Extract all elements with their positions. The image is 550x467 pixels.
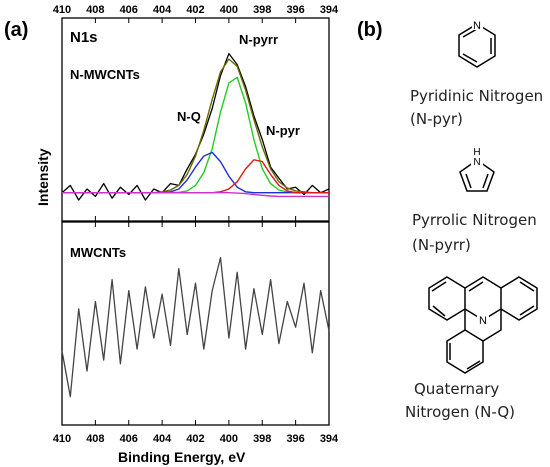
x-ticks-bottom: 410 408 406 404 402 400 398 396 394 xyxy=(53,222,339,445)
annotation-n-pyr: N-pyr xyxy=(266,123,300,138)
series-line-top-4 xyxy=(62,159,329,194)
x-tick-label: 404 xyxy=(153,433,172,445)
x-tick-label: 394 xyxy=(320,4,339,16)
molecule-label-pyrrolic-line2: (N-pyrr) xyxy=(412,236,471,254)
y-axis-label: Intensity xyxy=(35,148,51,206)
x-tick-label: 398 xyxy=(253,433,271,445)
chart-title-n1s: N1s xyxy=(70,29,98,46)
sample-label-n-mwcnts: N-MWCNTs xyxy=(70,67,140,82)
quaternary-structure xyxy=(428,276,538,374)
annotation-n-q: N-Q xyxy=(177,109,201,124)
x-tick-label: 400 xyxy=(220,433,238,445)
molecule-label-pyrrolic-line1: Pyrrolic Nitrogen xyxy=(412,211,537,229)
pyridine-nitrogen-atom: N xyxy=(473,20,481,32)
x-tick-label: 404 xyxy=(153,4,172,16)
x-tick-label: 410 xyxy=(53,433,71,445)
series-group-top xyxy=(61,52,330,201)
x-tick-label: 402 xyxy=(186,433,204,445)
molecule-label-pyridinic-line2: (N-pyr) xyxy=(410,110,463,128)
series-line-top-5 xyxy=(62,191,329,198)
panel-b-label: (b) xyxy=(357,19,383,41)
x-tick-label: 406 xyxy=(120,433,138,445)
panel-a-label: (a) xyxy=(4,19,28,41)
x-tick-label: 408 xyxy=(86,4,104,16)
pyrrole-nitrogen-atom: N xyxy=(473,157,480,168)
quaternary-nitrogen-atom: N xyxy=(479,315,487,327)
x-tick-label: 402 xyxy=(186,4,204,16)
series-group-bottom xyxy=(61,256,330,398)
x-tick-label: 400 xyxy=(220,4,238,16)
x-tick-label: 408 xyxy=(86,433,104,445)
x-tick-label: 396 xyxy=(286,4,304,16)
pyrrole-hydrogen-atom: H xyxy=(473,147,480,158)
x-axis-label: Binding Energy, eV xyxy=(118,449,246,465)
x-tick-label: 394 xyxy=(320,433,339,445)
molecule-label-quaternary-line2: Nitrogen (N-Q) xyxy=(405,403,515,421)
x-ticks-top: 410 408 406 404 402 400 398 396 394 xyxy=(53,4,339,221)
x-tick-label: 410 xyxy=(53,4,71,16)
x-tick-label: 396 xyxy=(286,433,304,445)
sample-label-mwcnts: MWCNTs xyxy=(70,245,126,260)
molecule-label-pyridinic-line1: Pyridinic Nitrogen xyxy=(410,87,543,105)
x-tick-label: 398 xyxy=(253,4,271,16)
series-line-bottom-0 xyxy=(61,256,330,398)
molecule-label-quaternary-line1: Quaternary xyxy=(414,380,499,398)
x-tick-label: 406 xyxy=(120,4,138,16)
pyrrole-structure xyxy=(459,159,495,192)
annotation-n-pyrr: N-pyrr xyxy=(239,32,278,47)
